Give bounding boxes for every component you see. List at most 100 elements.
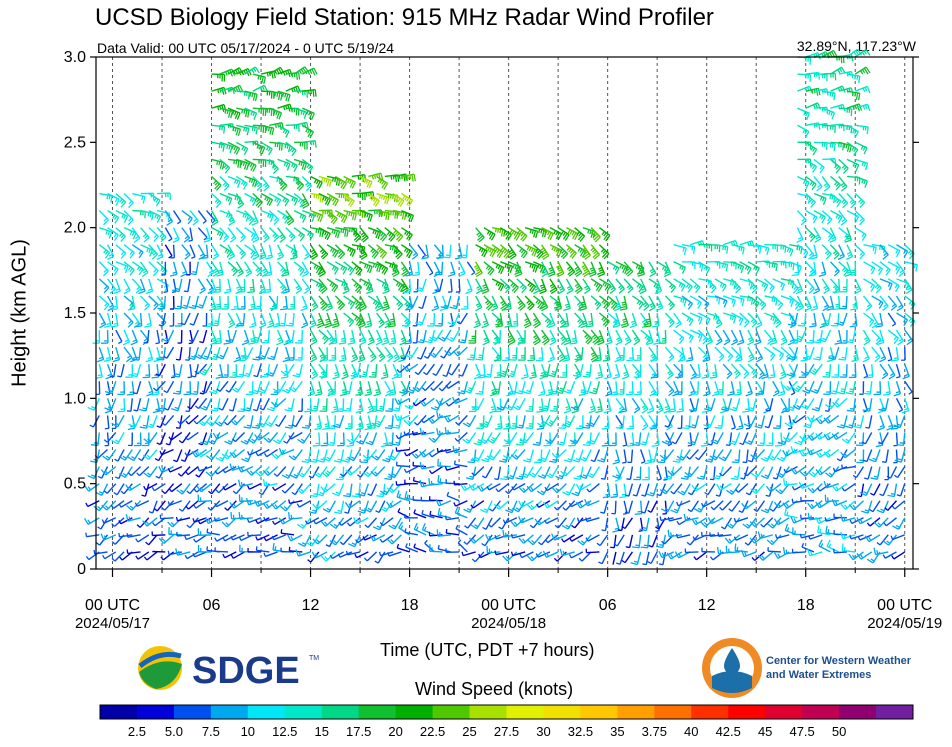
wind-barb-feather	[337, 231, 341, 239]
wind-barb-feather	[333, 318, 338, 321]
wind-barb-feather	[158, 253, 163, 257]
wind-barb-feather	[172, 392, 181, 395]
wind-barb-feather	[379, 490, 387, 496]
wind-barb-feather	[339, 253, 346, 260]
wind-barb-feather	[618, 284, 622, 289]
wind-barb-feather	[187, 406, 192, 410]
wind-barb-feather	[516, 269, 521, 272]
wind-barb-feather	[326, 233, 331, 241]
wind-barb	[170, 431, 183, 441]
wind-barb-feather	[505, 476, 514, 480]
wind-barb-feather	[377, 339, 382, 343]
wind-barb-feather	[139, 426, 147, 429]
wind-barb-feather	[248, 92, 250, 100]
wind-barb	[389, 500, 402, 509]
wind-barb-feather	[415, 526, 419, 531]
wind-barb	[356, 517, 369, 525]
wind-barb-feather	[543, 339, 550, 346]
wind-barb-feather	[129, 250, 134, 255]
wind-barb-feather	[205, 455, 213, 461]
wind-barb	[285, 158, 298, 167]
wind-barb-feather	[448, 372, 453, 376]
wind-barb-feather	[214, 537, 218, 542]
wind-barb-feather	[386, 231, 391, 236]
wind-barb	[412, 380, 419, 394]
wind-barb-feather	[631, 320, 636, 324]
wind-barb-feather	[97, 475, 102, 479]
wind-barb-feather	[278, 180, 283, 185]
wind-barb	[364, 534, 377, 541]
wind-barb-feather	[582, 456, 587, 460]
wind-barb-feather	[349, 269, 355, 276]
wind-barb-feather	[164, 407, 169, 411]
wind-barb-feather	[512, 507, 519, 513]
wind-barb-feather	[541, 474, 546, 478]
wind-barb-feather	[309, 409, 317, 412]
wind-barb	[228, 380, 237, 393]
wind-barb-feather	[322, 305, 329, 311]
wind-barb-feather	[632, 443, 640, 447]
wind-barb	[603, 449, 609, 463]
wind-barb-feather	[534, 248, 539, 253]
wind-barb-feather	[342, 182, 348, 190]
wind-barb-feather	[258, 491, 263, 496]
wind-barb	[281, 532, 295, 536]
wind-barb	[244, 192, 257, 201]
wind-barb-feather	[316, 322, 324, 327]
wind-barb-feather	[331, 492, 339, 497]
wind-barb-feather	[315, 265, 319, 270]
wind-barb-feather	[130, 305, 135, 308]
wind-barb-feather	[655, 284, 659, 289]
wind-barb-feather	[500, 284, 505, 292]
wind-barb	[614, 500, 617, 514]
wind-barb-feather	[556, 270, 564, 276]
wind-barb-feather	[549, 283, 554, 287]
wind-barb-feather	[236, 180, 241, 188]
wind-barb	[565, 312, 570, 326]
wind-barb-feather	[606, 337, 611, 341]
wind-barb-feather	[254, 336, 259, 339]
wind-barb-feather	[161, 268, 166, 273]
wind-barb-feather	[108, 389, 113, 393]
wind-barb-feather	[280, 93, 283, 101]
wind-barb-feather	[277, 68, 283, 75]
wind-barb-feather	[127, 321, 134, 328]
wind-barb-feather	[625, 546, 630, 549]
wind-barb-feather	[497, 425, 502, 428]
wind-barb-feather	[591, 353, 597, 358]
wind-barb-feather	[560, 251, 567, 258]
wind-barb-feather	[265, 372, 273, 377]
wind-barb-feather	[489, 249, 494, 257]
wind-barb-feather	[429, 272, 434, 276]
wind-barb-feather	[244, 214, 248, 219]
wind-barb-feather	[114, 217, 120, 224]
wind-barb-feather	[321, 471, 328, 478]
wind-barb-feather	[309, 494, 318, 498]
wind-barb-feather	[311, 374, 318, 380]
wind-barb	[302, 140, 316, 144]
wind-barb	[172, 227, 180, 240]
wind-barb-feather	[419, 400, 425, 407]
wind-barb-feather	[285, 324, 293, 327]
wind-barb-feather	[521, 235, 528, 242]
wind-barb-feather	[277, 324, 285, 327]
wind-barb	[554, 534, 567, 541]
wind-barb	[107, 227, 119, 236]
wind-barb-feather	[261, 86, 265, 91]
wind-barb	[219, 380, 229, 392]
wind-barb-feather	[558, 389, 564, 393]
wind-barb-feather	[191, 304, 196, 308]
wind-barb-feather	[461, 339, 466, 342]
wind-barb-feather	[117, 375, 122, 378]
wind-barb-feather	[534, 323, 541, 329]
wind-barb	[215, 346, 221, 360]
wind-barb-feather	[547, 232, 552, 240]
wind-barb-feather	[283, 440, 288, 444]
wind-barb-feather	[404, 230, 408, 235]
wind-barb-feather	[349, 248, 352, 253]
wind-barb-feather	[594, 359, 602, 362]
wind-barb	[289, 500, 303, 505]
wind-barb-feather	[220, 144, 223, 149]
wind-barb-feather	[310, 358, 317, 363]
wind-barb	[405, 465, 419, 474]
